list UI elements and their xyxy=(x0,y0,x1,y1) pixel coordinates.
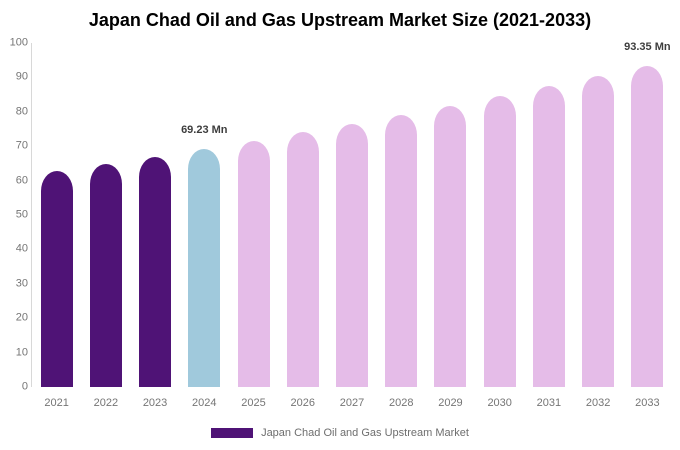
y-tick-label-90: 90 xyxy=(15,70,28,83)
chart-title: Japan Chad Oil and Gas Upstream Market S… xyxy=(88,10,592,30)
bar-2023[interactable] xyxy=(139,156,172,387)
plot-area: 0 10 20 30 40 50 60 70 80 90 100 69.23 Mn 93.35 Mn xyxy=(0,37,680,392)
bar-2030[interactable] xyxy=(483,96,516,387)
x-label-2028: 2028 xyxy=(388,397,414,409)
x-label-2025: 2025 xyxy=(241,397,266,409)
y-tick-label-80: 80 xyxy=(15,105,28,118)
bar-2032[interactable] xyxy=(582,76,615,387)
y-axis-line xyxy=(31,43,32,387)
y-tick-label-10: 10 xyxy=(15,346,28,359)
y-tick-label-60: 60 xyxy=(15,174,28,187)
y-tick-label-50: 50 xyxy=(15,208,28,221)
y-tick-label-70: 70 xyxy=(15,139,28,152)
y-tick-label-30: 30 xyxy=(15,277,28,290)
legend-item-japan-chad-market[interactable]: Japan Chad Oil and Gas Upstream Market xyxy=(211,427,469,439)
bar-2022[interactable] xyxy=(89,164,122,387)
x-label-2024: 2024 xyxy=(192,397,217,409)
y-tick-label-20: 20 xyxy=(15,311,28,324)
y-tick-label-0: 0 xyxy=(21,380,28,393)
bar-2021[interactable] xyxy=(40,171,73,387)
legend-label: Japan Chad Oil and Gas Upstream Market xyxy=(261,427,469,439)
x-label-2032: 2032 xyxy=(585,397,611,409)
x-label-2031: 2031 xyxy=(536,397,562,409)
bar-2024[interactable] xyxy=(188,148,221,387)
data-label-2024: 69.23 Mn xyxy=(181,123,228,136)
bar-2028[interactable] xyxy=(385,114,418,387)
bar-2026[interactable] xyxy=(286,132,319,387)
x-label-2021: 2021 xyxy=(44,397,69,409)
x-label-2023: 2023 xyxy=(142,397,168,409)
bar-2033[interactable] xyxy=(631,65,664,387)
x-label-2033: 2033 xyxy=(635,397,660,409)
x-label-2027: 2027 xyxy=(339,397,365,409)
legend: Japan Chad Oil and Gas Upstream Market xyxy=(0,424,680,442)
bar-2031[interactable] xyxy=(532,86,565,387)
bar-2029[interactable] xyxy=(434,105,467,387)
bar-2027[interactable] xyxy=(336,123,368,387)
bar-2025[interactable] xyxy=(237,140,270,387)
data-label-2033: 93.35 Mn xyxy=(624,40,671,53)
x-label-2022: 2022 xyxy=(93,397,119,409)
x-label-2026: 2026 xyxy=(290,397,315,409)
y-tick-label-40: 40 xyxy=(15,242,28,255)
x-label-2030: 2030 xyxy=(487,397,512,409)
y-tick-label-100: 100 xyxy=(9,36,28,49)
x-label-2029: 2029 xyxy=(438,397,463,409)
legend-swatch xyxy=(211,428,254,438)
